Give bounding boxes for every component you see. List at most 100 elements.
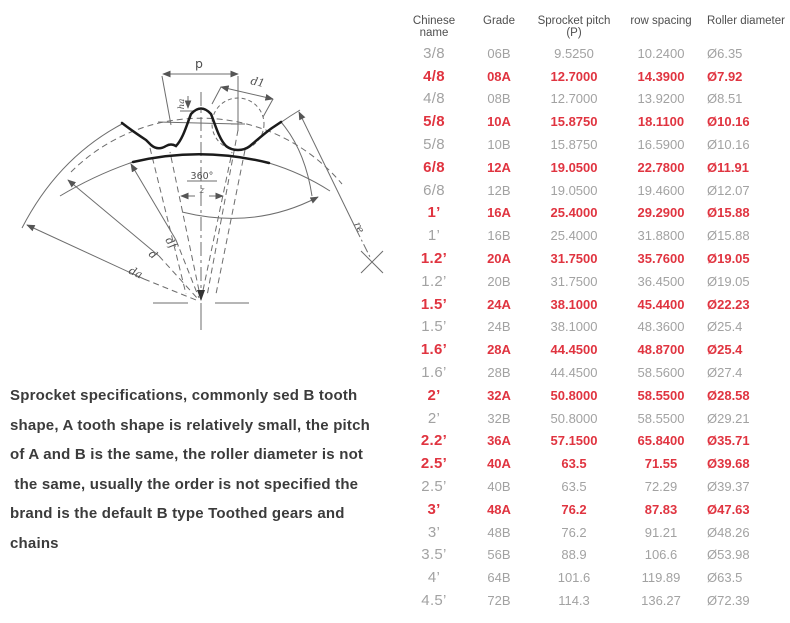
cell-row-spacing: 58.5500 [637, 387, 685, 403]
cell-pitch: 50.8000 [550, 410, 598, 426]
cell-pitch: 63.5 [561, 456, 587, 472]
cell-row-spacing: 106.6 [644, 547, 678, 563]
cell-row-spacing: 31.8800 [637, 228, 685, 244]
cell-chinese-name: 4’ [427, 569, 441, 587]
table-row: 1.6’ 28A 44.4500 48.8700 Ø25.4 [398, 338, 790, 361]
cell-row-spacing: 65.8400 [637, 433, 685, 449]
cell-roller-diameter: Ø6.35 [707, 45, 743, 61]
cell-row-spacing: 19.4600 [637, 182, 685, 198]
table-row: 5/8 10B 15.8750 16.5900 Ø10.16 [398, 133, 790, 156]
cell-pitch: 38.1000 [550, 319, 598, 335]
cell-chinese-name: 2.2’ [420, 432, 448, 450]
cell-chinese-name: 2’ [427, 386, 441, 404]
cell-chinese-name: 3’ [427, 523, 441, 541]
table-row: 3/8 06B 9.5250 10.2400 Ø6.35 [398, 42, 790, 65]
cell-chinese-name: 3.5’ [421, 546, 447, 564]
cell-roller-diameter: Ø10.16 [707, 114, 750, 130]
center-arrow [197, 290, 205, 301]
cell-row-spacing: 72.29 [644, 479, 678, 495]
label-root-diameter-df: df [162, 235, 180, 253]
cell-pitch: 12.7000 [550, 68, 598, 84]
cell-roller-diameter: Ø11.91 [707, 159, 749, 175]
table-row: 5/8 10A 15.8750 18.1100 Ø10.16 [398, 110, 790, 133]
cell-roller-diameter: Ø15.88 [707, 228, 750, 244]
cell-pitch: 31.7500 [550, 251, 598, 267]
table-row: 2’ 32A 50.8000 58.5500 Ø28.58 [398, 384, 790, 407]
cell-grade: 24B [487, 319, 511, 335]
cell-roller-diameter: Ø19.05 [707, 251, 750, 267]
spec-table-header: Chinese name Grade Sprocket pitch (P) ro… [398, 15, 790, 39]
cell-pitch: 9.5250 [554, 45, 594, 61]
cell-row-spacing: 18.1100 [637, 114, 685, 130]
description-line-3: of A and B is the same, the roller diame… [10, 446, 364, 463]
description-line-2: shape, A tooth shape is relatively small… [10, 416, 371, 434]
cell-chinese-name: 4/8 [423, 67, 445, 85]
cell-grade: 20B [487, 273, 511, 289]
cell-grade: 72B [487, 593, 511, 609]
table-row: 1.6’ 28B 44.4500 58.5600 Ø27.4 [398, 361, 790, 384]
table-row: 1.2’ 20B 31.7500 36.4500 Ø19.05 [398, 270, 790, 293]
table-row: 1’ 16A 25.4000 29.2900 Ø15.88 [398, 202, 790, 225]
header-sprocket-pitch-line2: (P) [566, 27, 582, 39]
table-row: 2.5’ 40A 63.5 71.55 Ø39.68 [398, 452, 790, 475]
cell-chinese-name: 2.5’ [421, 478, 447, 496]
cell-chinese-name: 3/8 [423, 44, 445, 62]
cell-pitch: 31.7500 [550, 273, 598, 289]
cell-pitch: 63.5 [561, 479, 587, 495]
header-row-spacing: row spacing [630, 15, 692, 27]
description-line-1: Sprocket specifications, commonly sed B … [10, 387, 358, 404]
label-teeth-z: z [199, 186, 205, 196]
cell-row-spacing: 48.8700 [637, 342, 685, 358]
cell-grade: 64B [487, 570, 511, 586]
cell-grade: 36A [487, 433, 511, 449]
cell-pitch: 12.7000 [550, 91, 598, 107]
cell-roller-diameter: Ø8.51 [707, 91, 743, 107]
cell-roller-diameter: Ø72.39 [707, 593, 750, 609]
cell-grade: 16B [487, 228, 511, 244]
cell-grade: 10B [487, 137, 511, 153]
cell-roller-diameter: Ø15.88 [707, 205, 750, 221]
label-addendum-ha: ha [177, 99, 187, 110]
cell-row-spacing: 36.4500 [637, 273, 685, 289]
cell-row-spacing: 22.7800 [637, 159, 685, 175]
cell-row-spacing: 29.2900 [637, 205, 685, 221]
cell-roller-diameter: Ø22.23 [707, 296, 750, 312]
label-angle-360: 360° [191, 171, 214, 182]
cell-chinese-name: 3’ [427, 500, 441, 518]
table-row: 4.5’ 72B 114.3 136.27 Ø72.39 [398, 589, 790, 612]
cell-pitch: 19.0500 [550, 182, 598, 198]
spec-table-body: 3/8 06B 9.5250 10.2400 Ø6.35 4/8 08A 12.… [398, 42, 790, 612]
label-pitch-p: p [195, 56, 203, 71]
cell-row-spacing: 71.55 [644, 456, 678, 472]
cell-grade: 56B [487, 547, 511, 563]
table-row: 1’ 16B 25.4000 31.8800 Ø15.88 [398, 224, 790, 247]
cell-roller-diameter: Ø10.16 [707, 137, 750, 153]
diagram-labels: p d1 ha 360° z da d df re [127, 56, 366, 281]
cell-row-spacing: 87.83 [644, 501, 678, 517]
diagram-linework [21, 70, 384, 330]
table-row: 1.2’ 20A 31.7500 35.7600 Ø19.05 [398, 247, 790, 270]
cell-pitch: 44.4500 [550, 342, 598, 358]
cell-roller-diameter: Ø19.05 [707, 273, 750, 289]
description-line-4: the same, usually the order is not speci… [10, 475, 359, 493]
cell-row-spacing: 13.9200 [637, 91, 685, 107]
cell-pitch: 76.2 [561, 501, 587, 517]
cell-chinese-name: 5/8 [423, 136, 445, 154]
table-row: 6/8 12A 19.0500 22.7800 Ø11.91 [398, 156, 790, 179]
cell-chinese-name: 4.5’ [421, 592, 447, 610]
cell-row-spacing: 136.27 [641, 593, 681, 609]
cell-grade: 24A [487, 296, 511, 312]
label-tip-diameter-da: da [127, 264, 145, 282]
table-row: 3’ 48A 76.2 87.83 Ø47.63 [398, 498, 790, 521]
cell-grade: 16A [487, 205, 511, 221]
header-roller-diameter: Roller diameter [707, 15, 785, 27]
cell-pitch: 15.8750 [550, 114, 598, 130]
cell-roller-diameter: Ø39.37 [707, 479, 750, 495]
cell-chinese-name: 1.5’ [421, 318, 447, 336]
cell-roller-diameter: Ø35.71 [707, 433, 750, 449]
cell-pitch: 50.8000 [550, 387, 598, 403]
cell-roller-diameter: Ø27.4 [707, 365, 743, 381]
cell-grade: 12B [487, 182, 511, 198]
cell-chinese-name: 6/8 [423, 158, 445, 176]
cell-pitch: 57.1500 [550, 433, 598, 449]
